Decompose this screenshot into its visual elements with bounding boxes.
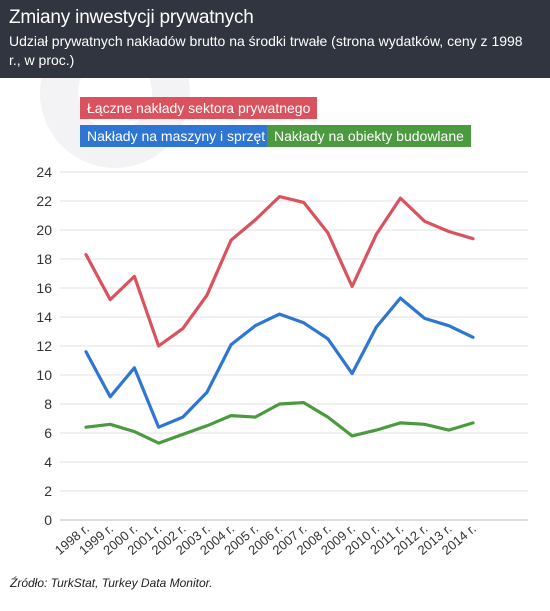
y-tick-label: 0 [44, 512, 52, 528]
y-tick-label: 16 [36, 280, 52, 296]
legend-item-machinery: Nakłady na maszyny i sprzęt [80, 125, 273, 147]
series-line-machinery [84, 296, 475, 429]
series-line-buildings [84, 401, 475, 445]
y-tick-label: 12 [36, 338, 52, 354]
series-line-total [84, 195, 475, 348]
chart-header: Zmiany inwestycji prywatnych Udział pryw… [0, 0, 550, 78]
y-tick-label: 24 [36, 164, 52, 180]
y-tick-label: 22 [36, 193, 52, 209]
y-tick-label: 10 [36, 367, 52, 383]
y-tick-label: 14 [36, 309, 52, 325]
y-tick-label: 4 [44, 454, 52, 470]
chart-title: Zmiany inwestycji prywatnych [9, 7, 254, 28]
y-tick-label: 18 [36, 251, 52, 267]
y-tick-label: 8 [44, 396, 52, 412]
source-note: Źródło: TurkStat, Turkey Data Monitor. [10, 576, 213, 590]
y-tick-label: 6 [44, 425, 52, 441]
legend-item-buildings: Nakłady na obiekty budowlane [267, 125, 471, 147]
legend-item-total: Łączne nakłady sektora prywatnego [80, 97, 318, 119]
y-tick-label: 20 [36, 222, 52, 238]
chart-subtitle: Udział prywatnych nakładów brutto na śro… [9, 33, 523, 68]
y-tick-label: 2 [44, 483, 52, 499]
